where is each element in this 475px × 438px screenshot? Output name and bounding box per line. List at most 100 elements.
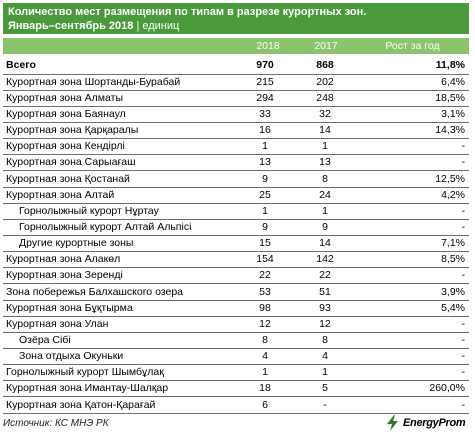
row-name: Курортная зона Кендірлі [3,138,235,156]
cell-2017: 13 [295,154,355,172]
cell-2018: 4 [235,348,295,366]
table-row: Курортная зона Имантау-Шалқар 18 5 260,0% [3,380,469,398]
cell-2018: 154 [235,251,295,269]
energyprom-logo: EnergyProm [385,414,471,434]
cell-growth: 6,4% [355,74,469,91]
cell-2017: 1 [295,138,355,156]
cell-growth: 12,5% [355,170,469,188]
row-name: Горнолыжный курорт Шымбұлақ [3,364,235,382]
source-note: Источник: КС МНЭ РК [3,418,109,429]
row-name: Горнолыжный курорт Алтай Альпісі [3,219,235,237]
table-row: Курортная зона Алтай 25 24 4,2% [3,187,469,204]
table-row: Всего 970 868 11,8% [3,58,469,75]
cell-growth: 14,3% [355,122,469,140]
cell-growth: - [355,154,469,172]
table-row: Горнолыжный курорт Нұртау 1 1- [3,203,469,220]
row-name: Курортная зона Сарыағаш [3,154,235,172]
row-name: Курортная зона Алматы [3,90,235,107]
cell-2017: 8 [295,170,355,188]
row-name: Курортная зона Қостанай [3,170,235,188]
cell-growth: - [355,138,469,156]
cell-2017: 51 [295,283,355,301]
column-header-growth: Рост за год [385,40,440,52]
table-row: Горнолыжный курорт Алтай Альпісі 9 9- [3,219,469,237]
cell-2018: 8 [235,332,295,350]
cell-2017: 5 [295,380,355,398]
cell-2018: 9 [235,170,295,188]
table-row: Озёра Сібі 8 8- [3,332,469,350]
cell-growth: 18,5% [355,90,469,107]
cell-growth: 4,2% [355,187,469,204]
row-name: Зона отдыха Окуньки [3,348,235,366]
cell-growth: - [355,364,469,382]
column-header-row: 2018 2017 Рост за год [3,38,469,54]
cell-2017: 22 [295,267,355,285]
cell-growth: 11,8% [355,58,469,75]
cell-growth: - [355,316,469,333]
table-subtitle: Январь–сентябрь 2018 | единиц [8,19,464,33]
table-row: Курортная зона Шортанды-Бурабай 215 202 6,4… [3,74,469,91]
row-name: Курортная зона Қарқаралы [3,122,235,140]
cell-2018: 1 [235,203,295,220]
row-name: Курортная зона Алтай [3,187,235,204]
cell-2017: 12 [295,316,355,333]
row-name: Курортная зона Улан [3,316,235,333]
cell-2017: 9 [295,219,355,237]
cell-2018: 1 [235,364,295,382]
row-name: Курортная зона Алакөл [3,251,235,269]
cell-growth: 5,4% [355,300,469,317]
table-row: Курортная зона Қарқаралы 16 14 14,3% [3,122,469,140]
column-header-2018: 2018 [256,40,280,52]
unit-label: единиц [142,20,180,32]
cell-2017: 14 [295,235,355,253]
table-row: Курортная зона Сарыағаш 13 13- [3,154,469,172]
table-row: Горнолыжный курорт Шымбұлақ 1 1- [3,364,469,382]
cell-growth: 7,1% [355,235,469,253]
cell-2018: 16 [235,122,295,140]
table-title: Количество мест размещения по типам в ра… [8,6,367,18]
cell-2017: 142 [295,251,355,269]
row-name: Курортная зона Баянаул [3,106,235,124]
cell-2018: 25 [235,187,295,204]
cell-2018: 18 [235,380,295,398]
row-name: Курортная зона Бұқтырма [3,300,235,317]
cell-2018: 9 [235,219,295,237]
cell-growth: - [355,348,469,366]
cell-2018: 6 [235,396,295,414]
cell-2017: 14 [295,122,355,140]
cell-2017: 248 [295,90,355,107]
row-name: Курортная зона Имантау-Шалқар [3,380,235,398]
table-body: Всего 970 868 11,8% Курортная зона Шортанды-… [3,58,469,414]
row-name: Горнолыжный курорт Нұртау [3,203,235,220]
cell-growth: 3,9% [355,283,469,301]
cell-2017: 1 [295,364,355,382]
cell-growth: 3,1% [355,106,469,124]
cell-2017: 202 [295,74,355,91]
table-row: Другие курортные зоны 15 14 7,1% [3,235,469,253]
cell-growth: - [355,219,469,237]
cell-growth: 8,5% [355,251,469,269]
table-row: Курортная зона Қатон-Қарағай 6- - [3,396,469,414]
cell-2018: 53 [235,283,295,301]
row-name: Курортная зона Шортанды-Бурабай [3,74,235,91]
cell-2017: 32 [295,106,355,124]
cell-growth: - [355,203,469,220]
cell-2018: 33 [235,106,295,124]
row-name: Зона побережья Балхашского озера [3,283,235,301]
cell-2018: 294 [235,90,295,107]
table-row: Курортная зона Улан 12 12- [3,316,469,333]
cell-2018: 970 [235,58,295,75]
logo-bolt-icon [387,415,398,431]
row-name: Курортная зона Зеренді [3,267,235,285]
data-table: Всего 970 868 11,8% Курортная зона Шортанды-… [3,58,469,414]
cell-growth: - [355,267,469,285]
cell-2017: 8 [295,332,355,350]
table-title-bar: Количество мест размещения по типам в ра… [3,3,469,34]
cell-2018: 98 [235,300,295,317]
table-row: Курортная зона Баянаул 33 32 3,1% [3,106,469,124]
cell-2017: - [295,396,355,414]
period-label: Январь–сентябрь 2018 [8,20,134,32]
cell-2018: 1 [235,138,295,156]
table-row: Курортная зона Кендірлі 1 1- [3,138,469,156]
cell-2018: 22 [235,267,295,285]
